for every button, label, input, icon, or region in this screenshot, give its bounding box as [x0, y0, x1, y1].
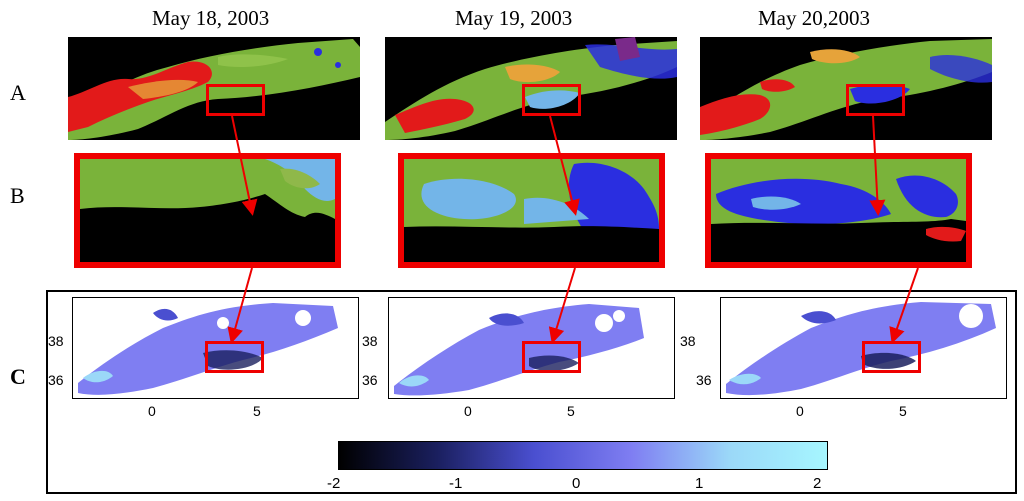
plot2-y-tick-36: 36	[362, 372, 378, 388]
row-label-b: B	[10, 183, 25, 208]
plot3-y-tick-38: 38	[680, 333, 696, 349]
date-label-may-18: May 18, 2003	[152, 6, 270, 30]
plot3-y-tick-36: 36	[696, 372, 712, 388]
row-a-map-may-18	[68, 37, 360, 140]
plot2-y-tick-38: 38	[362, 333, 378, 349]
colorbar-tick-1: 1	[695, 475, 704, 492]
plot1-x-tick-5: 5	[253, 403, 261, 419]
row-c-frame	[46, 290, 1017, 494]
arrow-b-to-c-may-19	[548, 267, 576, 344]
row-label-a: A	[10, 80, 26, 105]
row-label-c: C	[10, 364, 26, 389]
plot1-y-tick-36: 36	[48, 372, 64, 388]
row-c-plot-may-18	[72, 297, 359, 399]
colorbar-tick-neg1: -1	[449, 475, 463, 492]
plot1-x-tick-0: 0	[148, 403, 156, 419]
row-c-plot-may-19	[388, 297, 675, 399]
date-label-may-20: May 20,2003	[758, 6, 870, 30]
plot1-y-tick-38: 38	[48, 333, 64, 349]
plot3-x-tick-5: 5	[899, 403, 907, 419]
row-b-zoom-may-19	[398, 153, 665, 268]
plot2-x-tick-5: 5	[567, 403, 575, 419]
row-a-map-may-19	[385, 37, 677, 140]
colorbar-tick-0: 0	[572, 475, 581, 492]
date-label-may-19: May 19, 2003	[455, 6, 573, 30]
row-a-highlight-box-may-19	[522, 84, 581, 116]
arrow-b-to-c-may-18	[227, 267, 253, 344]
arrow-a-to-b-may-19	[549, 115, 580, 216]
colorbar-tick-2: 2	[813, 475, 822, 492]
colorbar	[338, 441, 828, 470]
arrow-a-to-b-may-20	[869, 115, 886, 216]
plot3-x-tick-0: 0	[796, 403, 804, 419]
row-a-highlight-box-may-20	[846, 84, 905, 116]
colorbar-tick-neg2: -2	[327, 475, 341, 492]
row-b-zoom-may-20	[705, 153, 972, 268]
arrow-b-to-c-may-20	[889, 267, 919, 344]
arrow-a-to-b-may-18	[231, 115, 258, 216]
row-a-highlight-box-may-18	[206, 84, 265, 116]
row-b-zoom-may-18	[74, 153, 341, 268]
plot2-x-tick-0: 0	[464, 403, 472, 419]
